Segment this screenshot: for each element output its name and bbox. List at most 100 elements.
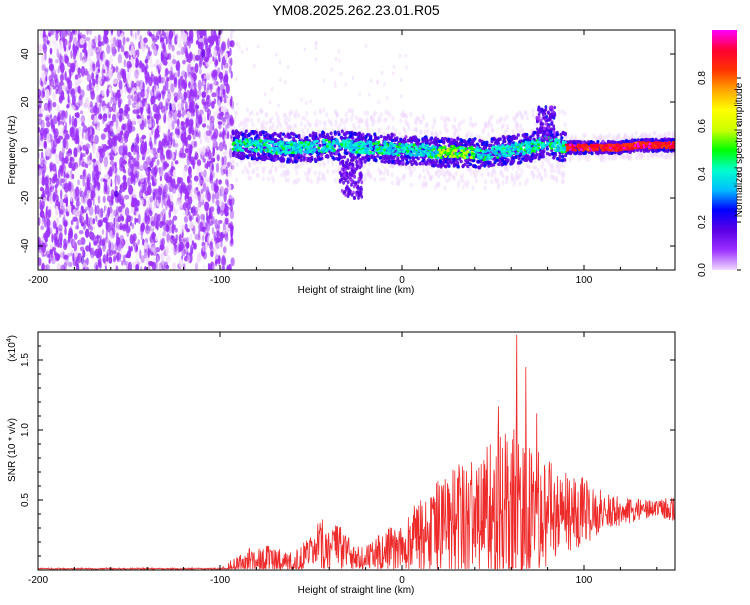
track-halo: [395, 175, 399, 181]
track-halo: [525, 163, 529, 169]
noise-cell: [181, 79, 186, 89]
noise-cell: [75, 263, 80, 270]
noise-cell: [86, 178, 91, 189]
noise-cell: [206, 124, 210, 129]
noise-cell: [89, 108, 95, 114]
noise-cell: [229, 221, 233, 231]
noise-cell: [161, 193, 164, 201]
noise-cell: [141, 156, 145, 161]
noise-cell: [216, 146, 219, 151]
noise-cell: [58, 232, 63, 242]
noise-cell: [52, 148, 56, 155]
noise-cell: [99, 181, 102, 187]
noise-cell: [275, 52, 278, 57]
noise-cell: [118, 80, 123, 90]
track-halo: [418, 175, 422, 181]
noise-cell: [187, 134, 192, 141]
noise-cell: [126, 60, 132, 69]
noise-cell: [138, 79, 144, 91]
noise-cell: [139, 198, 144, 206]
noise-cell: [102, 34, 108, 44]
noise-cell: [43, 142, 47, 148]
noise-cell: [139, 189, 143, 199]
noise-cell: [86, 74, 91, 82]
track-halo: [399, 118, 403, 124]
noise-cell: [65, 30, 68, 38]
noise-cell: [203, 74, 206, 80]
track-halo: [493, 176, 497, 182]
noise-cell: [108, 114, 111, 119]
noise-cell: [134, 144, 140, 153]
track-halo: [660, 150, 664, 156]
noise-cell: [196, 89, 202, 98]
noise-cell: [155, 247, 161, 253]
noise-cell: [209, 83, 213, 94]
noise-cell: [215, 162, 220, 173]
track-halo: [544, 155, 548, 161]
noise-cell: [48, 250, 54, 261]
noise-cell: [112, 250, 117, 255]
noise-cell: [41, 217, 45, 227]
noise-cell: [202, 182, 207, 192]
noise-cell: [183, 248, 189, 254]
track-halo: [280, 164, 284, 170]
noise-cell: [157, 146, 163, 154]
noise-cell: [213, 128, 219, 139]
noise-cell: [88, 125, 94, 134]
noise-cell: [225, 83, 230, 95]
noise-cell: [209, 83, 214, 90]
noise-cell: [120, 69, 126, 79]
noise-cell: [165, 68, 169, 75]
noise-cell: [214, 246, 218, 256]
noise-cell: [217, 90, 220, 101]
noise-cell: [94, 35, 98, 44]
noise-cell: [219, 188, 222, 197]
track-halo: [472, 172, 476, 178]
noise-cell: [211, 163, 214, 172]
noise-cell: [50, 118, 54, 130]
noise-cell: [50, 70, 54, 81]
noise-cell: [41, 64, 46, 72]
noise-cell: [106, 195, 112, 203]
noise-cell: [174, 160, 179, 165]
track-halo: [338, 122, 342, 128]
noise-cell: [224, 70, 228, 77]
noise-cell: [88, 127, 94, 133]
noise-cell: [93, 225, 96, 230]
noise-cell: [98, 208, 103, 218]
track-halo: [386, 126, 390, 132]
noise-cell: [95, 264, 98, 270]
noise-cell: [147, 85, 150, 93]
noise-cell: [97, 259, 101, 268]
track-halo: [440, 115, 444, 121]
noise-cell: [166, 198, 171, 207]
noise-cell: [115, 211, 120, 222]
noise-cell: [112, 79, 118, 85]
noise-cell: [146, 185, 152, 196]
noise-cell: [169, 103, 173, 112]
noise-cell: [151, 119, 156, 128]
noise-cell: [187, 63, 192, 75]
track-halo: [454, 128, 458, 133]
track-halo: [486, 123, 490, 128]
noise-cell: [224, 52, 228, 61]
noise-cell: [180, 120, 184, 131]
noise-cell: [80, 153, 86, 158]
noise-cell: [121, 123, 127, 131]
noise-cell: [82, 102, 87, 108]
noise-cell: [39, 30, 43, 38]
noise-cell: [79, 190, 85, 197]
noise-cell: [56, 104, 60, 113]
track-halo: [351, 108, 355, 114]
track-halo: [342, 121, 346, 127]
track-halo: [487, 132, 491, 137]
noise-cell: [125, 131, 129, 138]
track-band: [516, 161, 521, 165]
noise-cell: [176, 112, 182, 118]
noise-cell: [213, 98, 217, 105]
track-halo: [297, 112, 301, 118]
noise-cell: [146, 85, 150, 96]
track-halo: [382, 170, 386, 176]
noise-cell: [123, 51, 128, 56]
noise-cell: [75, 186, 80, 197]
